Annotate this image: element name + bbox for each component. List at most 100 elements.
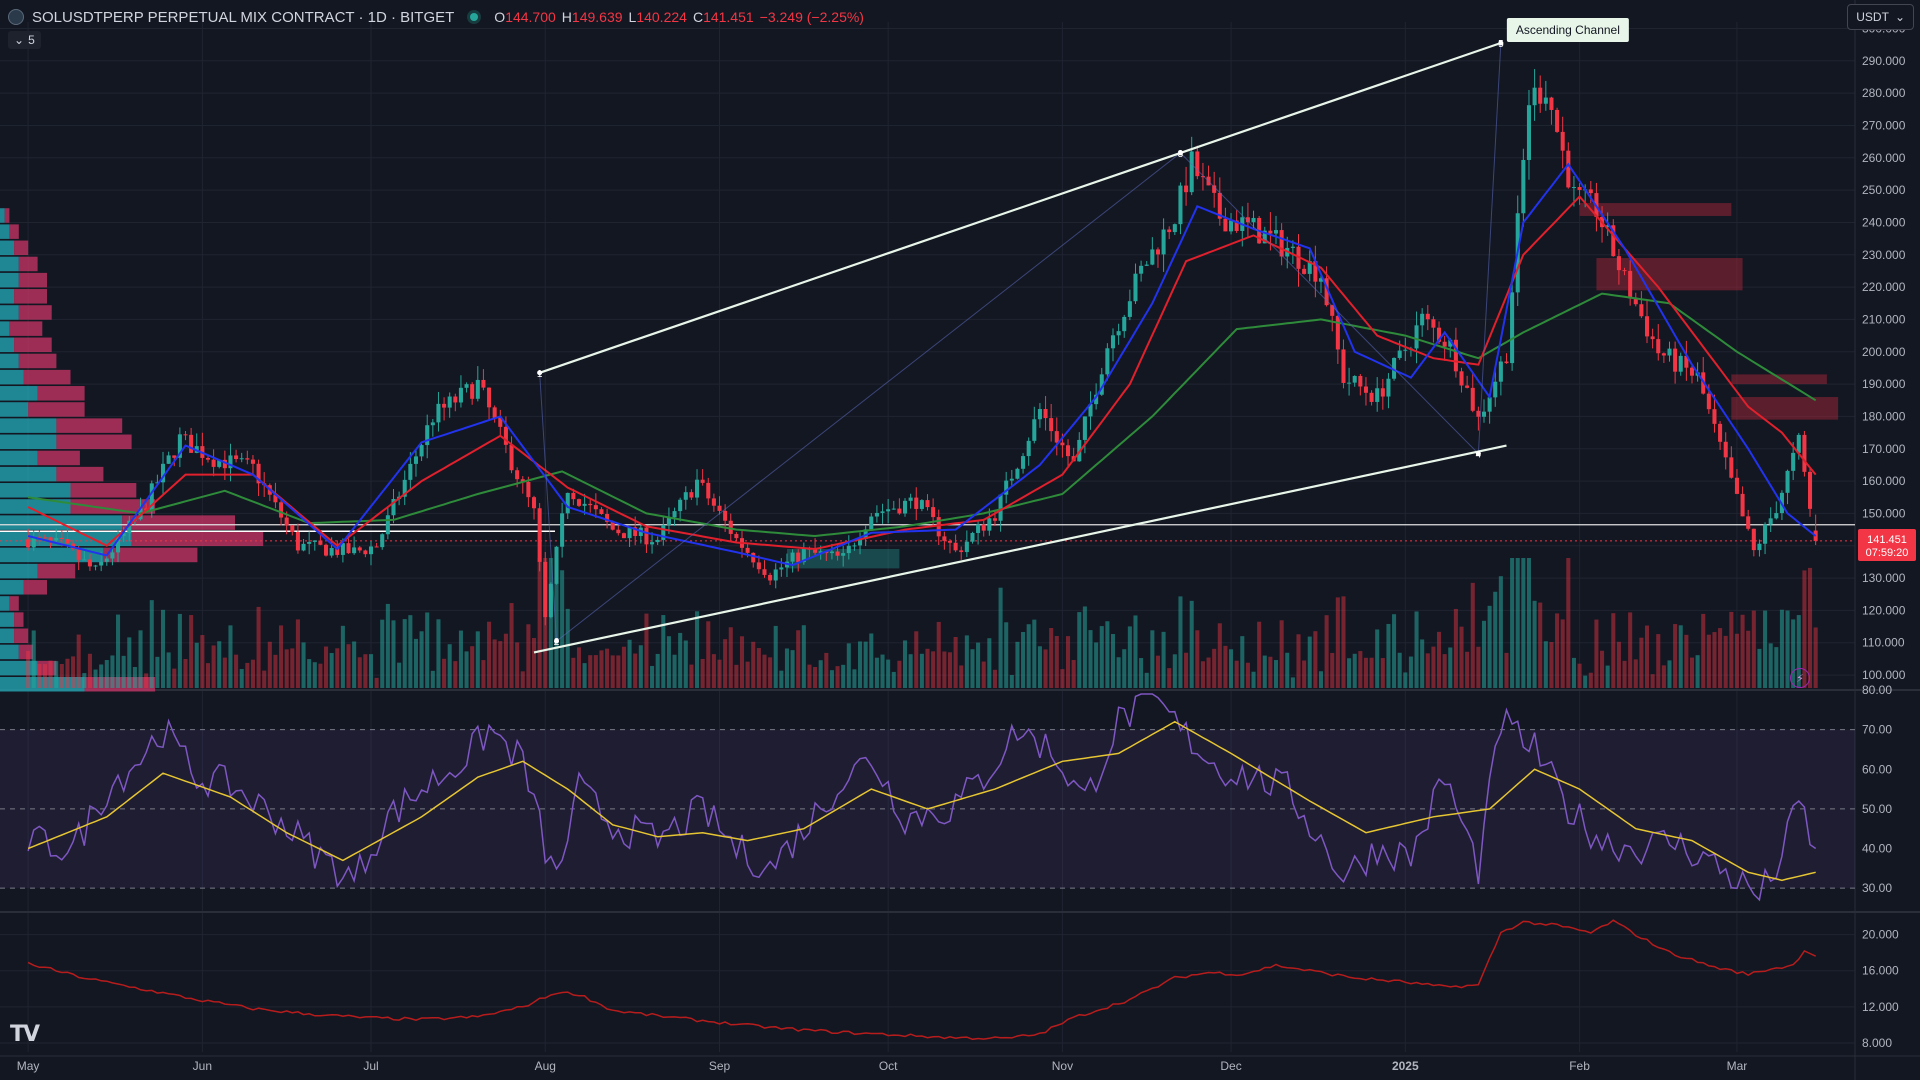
candle-body xyxy=(700,479,705,483)
candle-body xyxy=(1605,225,1610,228)
candle-body xyxy=(87,559,92,567)
volume-bar xyxy=(565,608,570,688)
volume-bar xyxy=(1043,649,1048,688)
candle-body xyxy=(919,500,924,509)
candle-body xyxy=(368,546,374,555)
ma-fast-line xyxy=(27,162,1817,567)
candle-body xyxy=(1560,131,1565,151)
volume-bar xyxy=(1167,668,1172,688)
candle-body xyxy=(1229,220,1234,232)
volume-bar xyxy=(520,671,525,688)
ascending-channel[interactable]: 1 2 3 4 5 Ascending Channel xyxy=(533,18,1629,654)
volume-bar xyxy=(1510,558,1515,688)
volume-bar xyxy=(588,655,593,688)
volume-bar xyxy=(1122,649,1127,688)
ohlc-value: 141.451 xyxy=(703,9,754,25)
volume-bar xyxy=(116,614,121,688)
volume-bar xyxy=(436,619,441,688)
currency-select[interactable]: USDT ⌄ xyxy=(1847,4,1914,30)
y-axis-label: 180.000 xyxy=(1862,409,1906,423)
volume-profile-up xyxy=(0,337,15,353)
volume-profile-up xyxy=(0,644,19,660)
volume-bar xyxy=(1566,558,1571,688)
volume-bar xyxy=(442,658,447,688)
candle-body xyxy=(279,502,284,518)
x-axis-label: Sep xyxy=(709,1059,731,1073)
candle-body xyxy=(953,542,958,551)
volume-bar xyxy=(1723,635,1728,688)
candle-body xyxy=(599,509,604,514)
volume-profile-up xyxy=(0,224,10,239)
volume-bar xyxy=(599,650,604,688)
volume-bar xyxy=(723,639,728,688)
volume-bar xyxy=(650,665,655,688)
volume-bar xyxy=(346,644,351,688)
volume-bar xyxy=(380,619,385,688)
candle-body xyxy=(1375,388,1380,402)
volume-bar xyxy=(796,630,801,688)
volume-bar xyxy=(205,663,211,688)
volume-bar xyxy=(1296,634,1301,688)
volume-bar xyxy=(1774,647,1779,688)
volume-bar xyxy=(537,558,542,688)
candle-body xyxy=(1538,87,1543,104)
candle-body xyxy=(391,498,396,516)
candle-body xyxy=(127,520,132,534)
volume-bar xyxy=(99,664,104,688)
volume-bar xyxy=(1560,619,1565,688)
volume-bar xyxy=(576,647,582,688)
volume-bar xyxy=(1521,558,1526,688)
volume-bar xyxy=(942,651,947,688)
volume-bar xyxy=(1004,622,1009,688)
candle-body xyxy=(560,513,565,547)
volume-profile-up xyxy=(0,499,71,514)
volume-profile-up xyxy=(0,418,57,433)
candle-body xyxy=(1212,185,1217,193)
volume-bar xyxy=(121,655,126,688)
chevron-down-icon: ⌄ xyxy=(1894,10,1905,24)
candle-body xyxy=(1476,410,1481,417)
candle-body xyxy=(1189,151,1194,193)
candle-body xyxy=(633,527,638,537)
volume-bar xyxy=(1785,610,1790,688)
candle-body xyxy=(402,479,407,497)
candle-body xyxy=(621,533,626,539)
candle-body xyxy=(723,510,728,521)
zigzag-line xyxy=(539,42,1502,643)
candle-body xyxy=(1706,393,1711,410)
volume-bar xyxy=(1155,655,1160,688)
candle-body xyxy=(1588,189,1593,194)
moving-averages xyxy=(27,162,1817,567)
indicators-collapse-button[interactable]: ⌄ 5 xyxy=(8,31,41,49)
candle-body xyxy=(751,552,756,563)
candle-body xyxy=(976,524,981,533)
candle-body xyxy=(666,517,671,525)
volume-profile-up xyxy=(0,450,38,466)
candle-body xyxy=(565,492,570,514)
candle-body xyxy=(1465,385,1470,388)
volume-bar xyxy=(1729,611,1734,688)
indicator-count: 5 xyxy=(28,33,35,47)
volume-bar xyxy=(621,646,626,688)
volume-bar xyxy=(700,658,705,688)
volume-bar xyxy=(340,625,345,688)
symbol-title[interactable]: SOLUSDTPERP PERPETUAL MIX CONTRACT · 1D … xyxy=(32,8,455,26)
candle-body xyxy=(1144,264,1149,266)
rsi-axis-label: 30.00 xyxy=(1862,881,1892,895)
volume-bar xyxy=(37,663,42,688)
volume-bar xyxy=(1403,672,1408,688)
candle-body xyxy=(1611,225,1616,257)
candle-body xyxy=(250,459,255,464)
candle-body xyxy=(1313,261,1318,282)
candle-body xyxy=(217,459,222,467)
volume-bar xyxy=(1229,649,1234,688)
candle-body xyxy=(1178,185,1183,225)
lightning-icon[interactable]: ⚡ xyxy=(1790,668,1810,688)
volume-bar xyxy=(144,673,149,688)
candle-body xyxy=(1448,339,1453,347)
volume-bar xyxy=(818,660,823,688)
volume-bar xyxy=(290,648,295,688)
volume-bar xyxy=(250,659,255,688)
volume-profile-up xyxy=(0,402,29,417)
